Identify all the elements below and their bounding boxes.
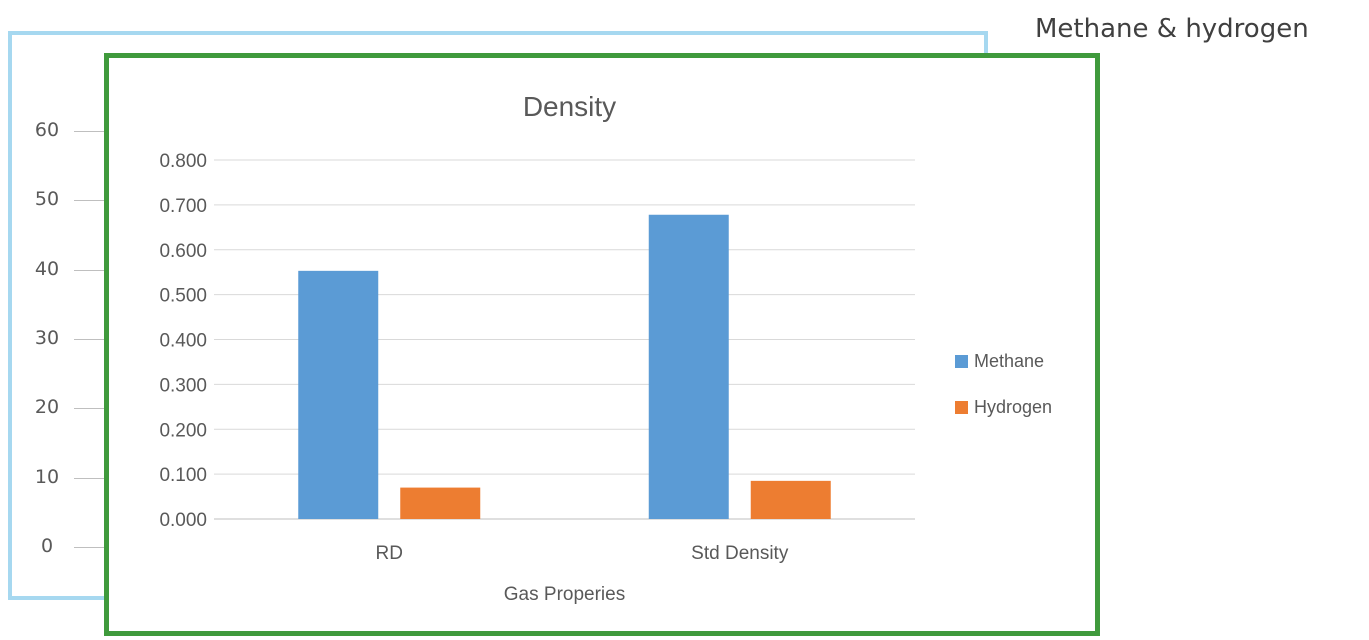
- background-y-tick-label: 10: [34, 465, 60, 488]
- background-y-tick-label: 50: [34, 188, 60, 211]
- legend-item-methane: Methane: [955, 350, 1044, 372]
- x-tick-label: Std Density: [691, 543, 789, 564]
- background-y-tick-label: 0: [40, 535, 54, 557]
- legend-swatch: [955, 400, 968, 414]
- legend-swatch: [955, 354, 968, 368]
- background-y-tick-label: 20: [34, 396, 60, 419]
- background-gridline: [74, 131, 104, 132]
- y-tick-label: 0.200: [159, 420, 207, 441]
- background-gridline: [74, 200, 104, 202]
- y-tick-label: 0.000: [159, 510, 207, 531]
- slide-title: Methane & hydrogen: [1035, 14, 1309, 44]
- background-y-tick-label: 30: [34, 327, 60, 349]
- legend-label: Methane: [974, 350, 1045, 371]
- x-axis-label: Gas Properies: [504, 584, 625, 605]
- chart-title: Density: [523, 91, 616, 122]
- x-tick-label: RD: [376, 543, 403, 564]
- y-tick-label: 0.400: [159, 331, 207, 352]
- y-tick-label: 0.300: [159, 375, 207, 396]
- chart-plot: Density 0.000 0.100 0.200 0.300 0.400 0.500 0.6…: [159, 91, 915, 605]
- y-tick-label: 0.800: [159, 151, 207, 172]
- background-gridline: [74, 408, 104, 410]
- y-tick-label: 0.500: [159, 286, 207, 307]
- background-gridline: [74, 547, 104, 548]
- y-tick-label: 0.100: [159, 465, 207, 486]
- background-y-tick-label: 40: [34, 257, 60, 280]
- background-gridline: [74, 339, 104, 340]
- y-tick-label: 0.600: [159, 241, 207, 262]
- y-tick-label: 0.700: [159, 196, 207, 217]
- background-gridline: [74, 477, 104, 479]
- background-y-tick-label: 60: [34, 119, 60, 141]
- bar-methane-std-density: [648, 214, 729, 519]
- bar-hydrogen-rd: [400, 487, 481, 519]
- background-gridline: [74, 269, 104, 271]
- legend-item-hydrogen: Hydrogen: [955, 396, 1052, 418]
- bar-hydrogen-std-density: [750, 480, 831, 519]
- density-chart[interactable]: Density 0.000 0.100 0.200 0.300 0.400 0.500 0.6…: [104, 53, 1100, 636]
- legend-label: Hydrogen: [974, 396, 1053, 417]
- bar-methane-rd: [298, 270, 379, 519]
